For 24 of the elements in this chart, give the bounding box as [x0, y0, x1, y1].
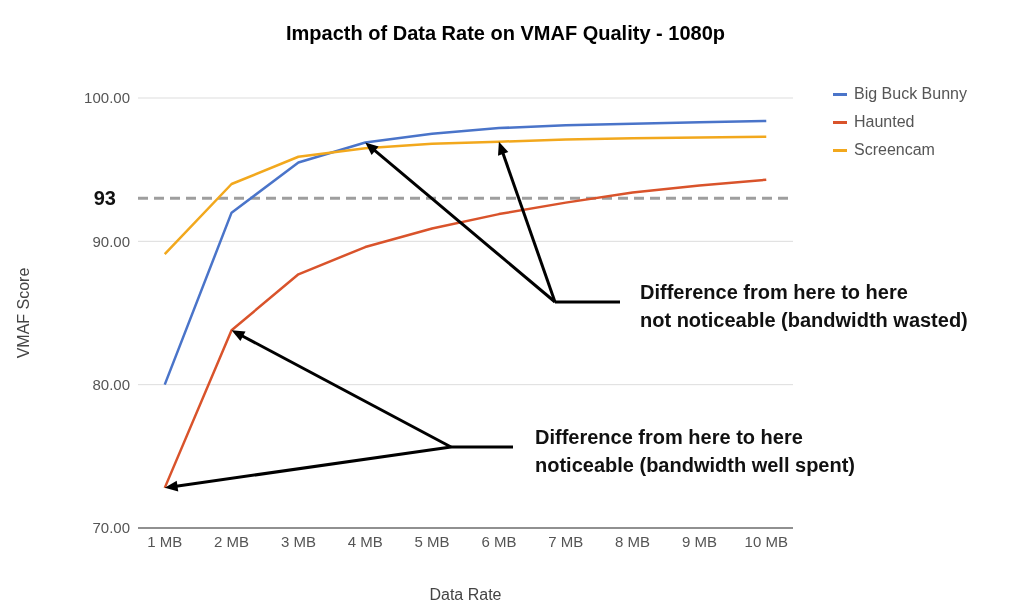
x-tick-label: 7 MB: [548, 532, 584, 550]
annotation: Difference from here to here not noticeable (bandwidth wasted): [640, 280, 968, 333]
ref-line-label: 93: [93, 187, 116, 210]
y-axis-title: VMAF Score: [14, 267, 32, 359]
x-axis-title: Data Rate: [429, 586, 502, 603]
line-series: [163, 135, 768, 256]
x-tick-label: 8 MB: [615, 532, 651, 550]
y-tick-label: 90.00: [92, 232, 130, 250]
annotation: Difference from here to here noticeable (bandwidth well spent): [535, 425, 856, 478]
legend-label: Haunted: [854, 112, 915, 132]
x-tick-label: 9 MB: [681, 532, 717, 550]
x-tick-label: 6 MB: [481, 532, 517, 550]
x-tick-label: 2 MB: [214, 532, 250, 550]
x-tick-label: 1 MB: [147, 532, 183, 550]
x-tick-label: 3 MB: [280, 532, 316, 550]
y-tick-label: 80.00: [92, 375, 130, 393]
legend-label: Big Buck Bunny: [854, 84, 967, 104]
legend-label: Screencam: [854, 140, 935, 160]
x-tick-label: 5 MB: [414, 532, 450, 550]
x-tick-label: 10 MB: [744, 532, 788, 550]
y-tick-label: 100.00: [84, 89, 130, 107]
y-tick-label: 70.00: [92, 519, 130, 537]
chart-title: Impacth of Data Rate on VMAF Quality - 1080p: [285, 22, 726, 45]
x-tick-label: 4 MB: [347, 532, 383, 550]
